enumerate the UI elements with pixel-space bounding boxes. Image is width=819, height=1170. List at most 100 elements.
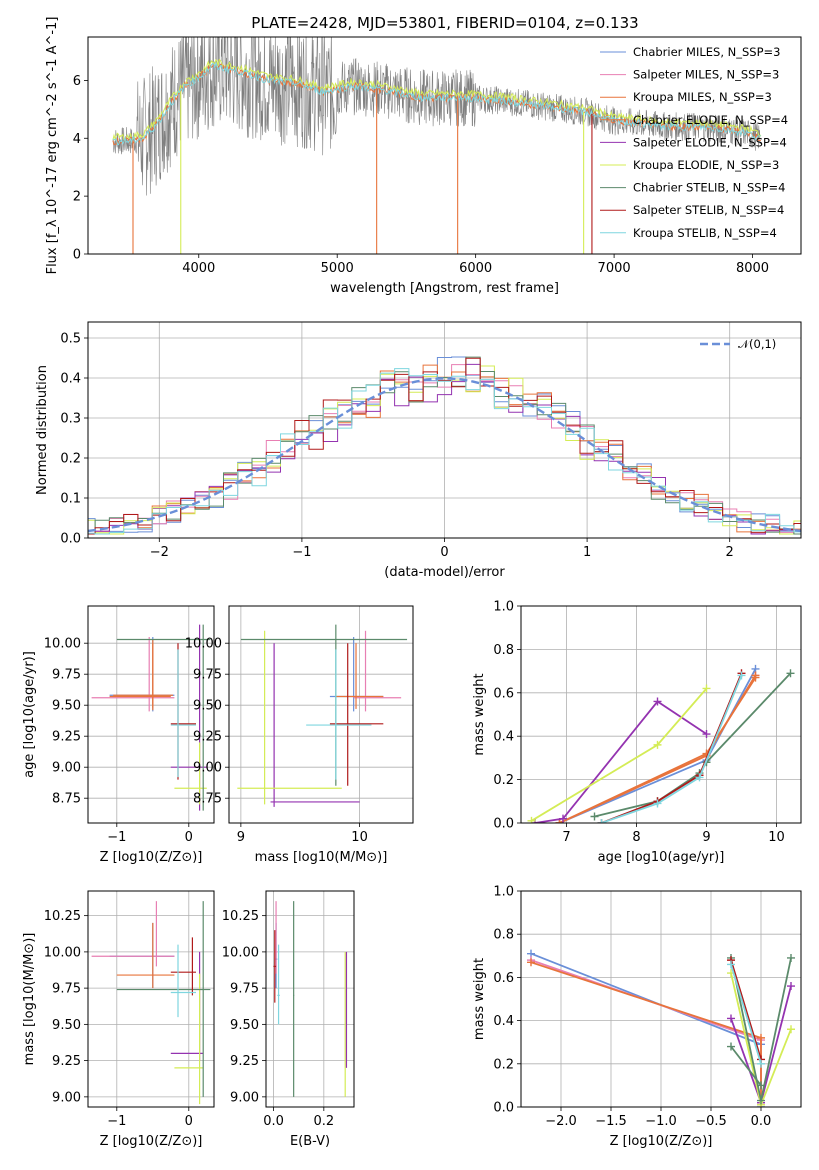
x-axis-label: Z [log10(Z/Z⊙)]	[100, 1134, 203, 1149]
legend-entry: Kroupa MILES, N_SSP=3	[633, 90, 772, 104]
y-tick-label: 1.0	[493, 885, 514, 900]
y-axis-label: mass [log10(M/M⊙)]	[22, 933, 37, 1066]
x-axis-label: age [log10(age/yr)]	[598, 850, 725, 865]
histogram-step-line	[88, 368, 801, 535]
y-tick-label: 0.2	[493, 1057, 514, 1072]
y-tick-label: 9.00	[193, 761, 222, 776]
weight-marker	[702, 730, 711, 739]
spectrum-model-line	[112, 61, 761, 146]
y-tick-label: 9.00	[52, 761, 81, 776]
y-tick-label: 0.2	[493, 773, 514, 788]
x-tick-label: 0	[440, 545, 448, 560]
axes-frame	[520, 605, 802, 824]
weight-marker	[559, 814, 567, 823]
ebv-mass-panel: 0.0 0.2 9.00 9.25 9.50 9.75 10.00 10.25 E(B-V)	[222, 890, 355, 1149]
x-tick-label: −0.5	[695, 1114, 727, 1129]
legend: Chabrier MILES, N_SSP=3 Salpeter MILES, N…	[600, 45, 788, 240]
axes-frame	[87, 321, 802, 539]
y-tick-label: 0.5	[60, 332, 81, 347]
axes-frame	[265, 890, 355, 1108]
legend-entry: Salpeter STELIB, N_SSP=4	[633, 203, 784, 217]
weight-marker	[653, 799, 662, 808]
y-tick-label: 8.75	[193, 792, 222, 807]
weight-series-line	[730, 959, 762, 1060]
y-axis-label: age [log10(age/yr)]	[22, 651, 37, 778]
histogram-step-line	[88, 364, 801, 535]
y-tick-label: 9.25	[193, 730, 222, 745]
y-tick-label: 1.0	[493, 600, 514, 615]
weight-marker	[527, 816, 536, 823]
y-tick-label: 0.8	[493, 928, 514, 943]
x-tick-label: 1	[583, 545, 591, 560]
y-tick-label: 0.1	[60, 492, 81, 507]
x-tick-label: 0.2	[313, 1114, 334, 1129]
y-tick-label: 6	[73, 74, 81, 89]
y-tick-label: 9.50	[193, 699, 222, 714]
y-axis-label: mass weight	[472, 673, 487, 755]
y-tick-label: 2	[73, 190, 81, 205]
x-tick-label: 0	[185, 1114, 193, 1129]
x-tick-label: −1	[107, 830, 126, 845]
legend-entry: Kroupa STELIB, N_SSP=4	[633, 226, 777, 240]
weight-marker	[653, 697, 662, 706]
x-tick-label: 7000	[598, 261, 631, 276]
y-tick-label: 0.4	[493, 730, 514, 745]
weight-marker	[702, 684, 711, 693]
residuals-panel: −2 −1 0 1 2 0.0 0.1 0.2 0.3 0.4 0.5 (data-model)/er…	[35, 321, 802, 580]
x-tick-label: 10	[351, 830, 368, 845]
weight-marker	[527, 958, 535, 967]
weight-marker	[737, 671, 746, 680]
plot-area	[527, 949, 795, 1107]
gaussian-curve	[88, 377, 801, 533]
page-title: PLATE=2428, MJD=53801, FIBERID=0104, z=0…	[251, 14, 638, 32]
y-tick-label: 10.00	[222, 945, 259, 960]
y-tick-label: 9.25	[52, 730, 81, 745]
y-tick-label: 9.25	[52, 1054, 81, 1069]
x-axis-label: (data-model)/error	[384, 565, 505, 580]
x-tick-label: 8	[632, 830, 640, 845]
weight-series-line	[601, 675, 743, 823]
y-tick-label: 9.75	[230, 982, 259, 997]
plot-area	[88, 356, 801, 535]
weight-marker	[787, 1025, 795, 1034]
x-tick-label: −1.0	[645, 1114, 677, 1129]
spectrum-model-line	[112, 58, 762, 142]
z-mass-panel: −1 0 9.00 9.25 9.50 9.75 10.00 10.25 Z [log10(Z/…	[22, 890, 215, 1149]
y-tick-label: 9.50	[230, 1018, 259, 1033]
y-tick-label: 10.25	[222, 909, 259, 924]
y-tick-label: 10.00	[44, 945, 81, 960]
x-axis-label: Z [log10(Z/Z⊙)]	[100, 850, 203, 865]
axes-frame	[87, 890, 215, 1108]
legend-entry: Salpeter ELODIE, N_SSP=4	[633, 135, 787, 149]
weight-marker	[727, 960, 735, 969]
weight-series-line	[531, 687, 708, 822]
y-tick-label: 0	[73, 248, 81, 263]
axes-frame	[520, 890, 802, 1108]
y-tick-label: 9.00	[52, 1090, 81, 1105]
legend-entry: Chabrier STELIB, N_SSP=4	[633, 181, 785, 195]
x-tick-label: 9	[702, 830, 710, 845]
weight-marker	[787, 953, 795, 962]
y-tick-label: 9.00	[230, 1090, 259, 1105]
age-weight-panel: 7 8 9 10 0.0 0.2 0.4 0.6 0.8 1.0 age [log10(age/yr…	[472, 600, 802, 865]
weight-marker	[757, 1059, 765, 1068]
x-tick-label: 5000	[321, 261, 354, 276]
axes-frame	[87, 605, 215, 824]
z-weight-panel: −2.0 −1.5 −1.0 −0.5 0.0 0.0 0.2 0.4 0.6 0.8 1.0 Z […	[472, 885, 802, 1149]
x-tick-label: 4000	[182, 261, 215, 276]
y-tick-label: 9.50	[52, 1018, 81, 1033]
y-tick-label: 0.4	[493, 1014, 514, 1029]
mass-age-panel: 9 10 8.75 9.00 9.25 9.50 9.75 10.00 mass [log10(…	[185, 605, 414, 865]
y-tick-label: 9.75	[52, 668, 81, 683]
y-tick-label: 4	[73, 132, 81, 147]
y-axis-label: Flux [f_λ 10^-17 erg cm^-2 s^-1 A^-1]	[45, 17, 60, 275]
spectrum-data-line	[112, 37, 762, 196]
y-tick-label: 0.4	[60, 372, 81, 387]
y-tick-label: 9.25	[230, 1054, 259, 1069]
histogram-step-line	[88, 356, 801, 535]
axes-frame	[87, 36, 802, 255]
weight-marker	[727, 1014, 735, 1023]
legend-entry: Chabrier ELODIE, N_SSP=4	[633, 113, 788, 127]
plot-area	[91, 624, 211, 811]
weight-marker	[757, 1096, 765, 1105]
